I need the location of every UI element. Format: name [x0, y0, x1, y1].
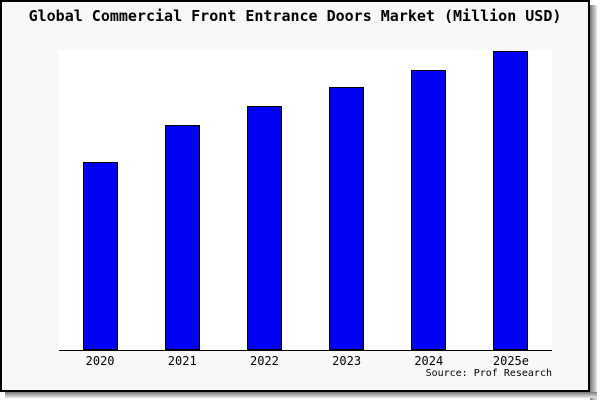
- bar-2021: [164, 124, 200, 350]
- plot-area: [59, 50, 552, 351]
- bar-slot-2020: [59, 50, 141, 350]
- bar-2022: [246, 106, 282, 350]
- bar-slot-2025e: [470, 50, 552, 350]
- bar-slot-2022: [223, 50, 305, 350]
- x-tick-label-2020: 2020: [85, 354, 115, 368]
- bar-2020: [82, 162, 118, 350]
- bar-2025e: [493, 50, 529, 350]
- bar-slot-2023: [306, 50, 388, 350]
- drop-shadow-bottom: [5, 392, 597, 398]
- x-tick-label-2023: 2023: [332, 354, 362, 368]
- bar-slot-2024: [388, 50, 470, 350]
- x-tick-label-2025e: 2025e: [492, 354, 529, 368]
- x-tick-label-2022: 2022: [249, 354, 279, 368]
- source-annotation: Source: Prof Research: [425, 368, 552, 379]
- x-axis-labels: 2020 2021 2022 2023 2024 2025e: [59, 354, 552, 368]
- chart-title: Global Commercial Front Entrance Doors M…: [28, 7, 562, 25]
- x-tick-label-2024: 2024: [414, 354, 444, 368]
- bar-2023: [329, 87, 365, 350]
- x-tick-label-2021: 2021: [167, 354, 197, 368]
- bar-2024: [411, 70, 447, 350]
- drop-shadow-right: [590, 5, 597, 400]
- bar-slot-2021: [141, 50, 223, 350]
